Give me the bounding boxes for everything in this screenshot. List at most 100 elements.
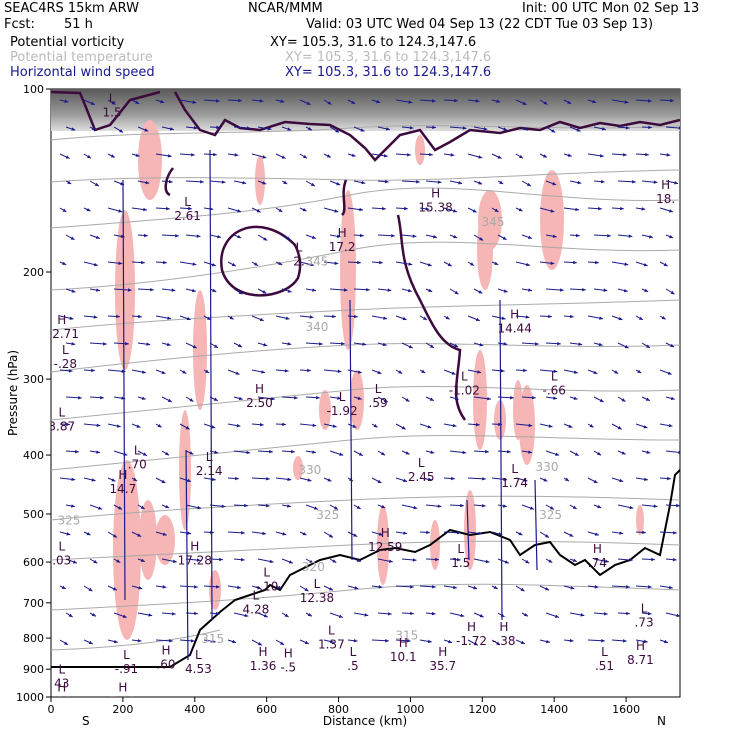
- wind-arrowhead: [383, 316, 388, 320]
- extremum-value: 2.: [293, 254, 304, 268]
- wind-arrowhead: [167, 398, 172, 402]
- wind-arrowhead: [140, 505, 145, 509]
- extremum-value: 2.50: [246, 396, 273, 410]
- extremum-type: L: [461, 370, 468, 384]
- x-tick-label: 1600: [612, 703, 640, 716]
- wind-arrowhead: [246, 126, 251, 130]
- wind-arrowhead: [598, 206, 602, 211]
- wind-arrowhead: [510, 395, 514, 400]
- extremum-type: H: [467, 620, 476, 634]
- extremum-value: -.10: [255, 579, 278, 593]
- wind-arrowhead: [578, 342, 583, 346]
- wind-arrowhead: [552, 234, 557, 238]
- theta-label: 345: [306, 254, 329, 268]
- extremum-type: H: [399, 636, 408, 650]
- wind-arrowhead: [494, 208, 499, 212]
- wind-arrowhead: [405, 398, 410, 402]
- wind-arrowhead: [460, 503, 464, 508]
- extremum-label: H-.38: [492, 620, 515, 648]
- wind-arrowhead: [410, 585, 414, 589]
- wind-arrowhead: [426, 530, 430, 535]
- wind-arrowhead: [385, 127, 390, 131]
- wind-arrowhead: [262, 181, 267, 185]
- wind-arrowhead: [71, 127, 76, 131]
- wind-arrowhead: [193, 126, 198, 130]
- wind-arrowhead: [653, 180, 658, 184]
- wind-arrowhead: [144, 128, 149, 132]
- wind-arrowhead: [66, 532, 71, 536]
- wind-arrowhead: [481, 503, 486, 508]
- wind-arrowhead: [427, 477, 432, 482]
- wind-arrowhead: [118, 261, 123, 265]
- wind-arrowhead: [262, 531, 267, 536]
- wind-arrowhead: [624, 344, 629, 349]
- wind-arrowhead: [161, 370, 166, 374]
- wind-arrowhead: [72, 560, 77, 564]
- wind-arrowhead: [427, 263, 432, 267]
- wind-arrowhead: [217, 234, 221, 239]
- wind-arrowhead: [666, 153, 671, 157]
- wind-arrowhead: [215, 99, 220, 103]
- extremum-value: .51: [595, 659, 614, 673]
- wind-arrowhead: [122, 614, 127, 618]
- extremum-label: L-.10: [255, 565, 278, 593]
- wind-arrowhead: [619, 478, 624, 483]
- wind-arrowhead: [457, 531, 461, 535]
- wind-arrowhead: [116, 559, 121, 563]
- wind-arrowhead: [189, 451, 194, 455]
- extremum-type: L: [601, 645, 608, 659]
- wind-arrowhead: [425, 207, 430, 211]
- wind-arrowhead: [647, 611, 652, 616]
- wind-arrowhead: [262, 290, 267, 294]
- wind-arrowhead: [429, 152, 433, 157]
- wind-arrowhead: [140, 558, 145, 562]
- south-label: S: [82, 714, 90, 728]
- extremum-type: L: [511, 462, 518, 476]
- wind-arrowhead: [142, 452, 147, 456]
- wind-arrowhead: [460, 613, 465, 618]
- wind-arrowhead: [112, 534, 117, 538]
- wind-arrowhead: [405, 451, 410, 455]
- wind-arrowhead: [452, 423, 457, 428]
- wind-arrowhead: [387, 288, 392, 292]
- extremum-type: H: [57, 313, 66, 327]
- wind-arrowhead: [549, 506, 554, 510]
- extremum-value: -.28: [54, 357, 77, 371]
- wind-arrowhead: [570, 586, 575, 590]
- extremum-type: L: [339, 390, 346, 404]
- wind-arrowhead: [502, 504, 507, 508]
- wind-arrowhead: [351, 153, 356, 157]
- wind-arrowhead: [91, 368, 95, 373]
- wind-arrowhead: [478, 290, 483, 294]
- wind-arrowhead: [553, 396, 558, 400]
- wind-arrowhead: [311, 235, 316, 239]
- x-axis-label: Distance (km): [323, 714, 407, 728]
- wind-arrowhead: [620, 206, 624, 211]
- extremum-value: 12.38: [300, 591, 334, 605]
- extremum-label: L.70: [128, 444, 147, 472]
- extremum-label: H17.28: [178, 540, 212, 568]
- wind-arrowhead: [285, 316, 290, 320]
- wind-arrowhead: [283, 180, 288, 184]
- y-tick-label: 500: [23, 508, 44, 521]
- y-tick-label: 200: [23, 266, 44, 279]
- wind-arrowhead: [337, 369, 342, 374]
- wind-arrowhead: [523, 368, 527, 373]
- wind-arrowhead: [674, 181, 679, 185]
- extremum-value: 2.61: [174, 209, 201, 223]
- wind-arrowhead: [624, 262, 629, 266]
- forecast-label: Fcst:: [4, 17, 35, 32]
- terrain-profile: [51, 469, 680, 668]
- wind-vector: [122, 179, 126, 601]
- wind-arrowhead: [653, 504, 658, 508]
- wind-arrowhead: [93, 315, 98, 319]
- extremum-type: L: [62, 343, 69, 357]
- wind-arrowhead: [118, 506, 123, 510]
- wind-arrowhead: [623, 152, 627, 157]
- wind-arrowhead: [406, 639, 411, 643]
- wind-arrowhead: [520, 587, 525, 592]
- wind-arrowhead: [668, 209, 673, 213]
- wind-arrowhead: [673, 531, 677, 535]
- wind-arrowhead: [237, 234, 242, 239]
